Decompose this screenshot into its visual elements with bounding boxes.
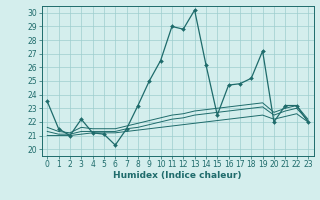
X-axis label: Humidex (Indice chaleur): Humidex (Indice chaleur) — [113, 171, 242, 180]
